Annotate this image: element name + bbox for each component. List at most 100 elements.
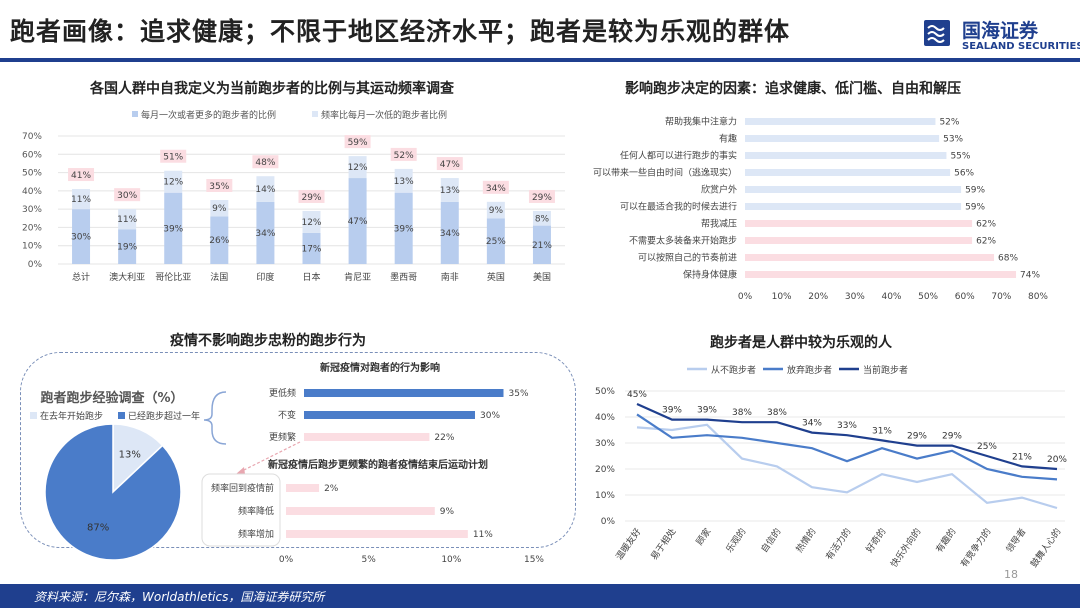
- factor-label: 帮我减压: [701, 218, 737, 230]
- y-tick-label: 70%: [22, 132, 42, 142]
- data-label: 20%: [1047, 455, 1067, 465]
- bar-frequent: [348, 178, 367, 264]
- covid-plan-label: 频率增加: [238, 528, 274, 540]
- total-label: 48%: [255, 158, 275, 168]
- data-label: 39%: [662, 406, 682, 416]
- covid-plan-x-tick: 0%: [279, 555, 294, 565]
- y-tick-label: 20%: [595, 465, 615, 475]
- data-label: 39%: [697, 406, 717, 416]
- total-label: 30%: [117, 191, 137, 201]
- x-tick-label: 有活力的: [823, 526, 853, 562]
- x-tick-label: 澳大利亚: [109, 271, 145, 283]
- x-tick-label: 哥伦比亚: [155, 271, 191, 283]
- bar-frequent: [256, 201, 275, 264]
- factor-bar: [745, 237, 973, 244]
- total-label-bg: [68, 168, 95, 182]
- bar-frequent: [532, 225, 551, 264]
- covid-plan-title: 新冠疫情后跑步更频繁的跑者疫情结束后运动计划: [268, 458, 488, 471]
- x-tick-label: 法国: [210, 271, 228, 283]
- factor-value: 55%: [950, 152, 970, 162]
- covid-plan-value: 11%: [473, 530, 493, 540]
- x-tick-label: 墨西哥: [390, 272, 417, 283]
- data-label: 25%: [977, 442, 997, 452]
- data-label-infrequent: 9%: [489, 206, 504, 216]
- series-line-0: [636, 423, 1058, 510]
- y-tick-label: 0%: [601, 517, 616, 527]
- y-tick-label: 10%: [595, 491, 615, 501]
- data-label-infrequent: 11%: [71, 195, 91, 205]
- pie-legend-label-0: 在去年开始跑步: [40, 410, 103, 422]
- data-label-infrequent: 12%: [163, 178, 183, 188]
- x-tick-label: 20%: [808, 292, 828, 302]
- factor-value: 52%: [939, 118, 959, 128]
- x-tick-label: 10%: [772, 292, 792, 302]
- y-tick-label: 40%: [22, 187, 42, 197]
- footer-bar: 资料来源：尼尔森，Worldathletics，国海证券研究所: [0, 584, 1080, 608]
- covid-plan-x-tick: 10%: [441, 555, 461, 565]
- x-tick-label: 好奇的: [863, 526, 888, 555]
- data-label-frequent: 39%: [163, 224, 183, 234]
- covid-section-title: 疫情不影响跑步忠粉的跑步行为: [170, 333, 366, 349]
- pie-slice: [44, 423, 182, 561]
- total-label: 29%: [532, 193, 552, 203]
- data-label-infrequent: 14%: [255, 185, 275, 195]
- bar-infrequent: [440, 178, 459, 202]
- total-label-bg: [344, 135, 371, 149]
- x-tick-label: 领导者: [1003, 526, 1028, 555]
- legend-label-1: 频率比每月一次低的跑步者比例: [321, 109, 447, 121]
- covid-plan-label: 频率回到疫情前: [211, 482, 274, 494]
- y-tick-label: 30%: [595, 439, 615, 449]
- bar-frequent: [72, 209, 91, 264]
- covid-plan-label: 频率降低: [238, 505, 274, 517]
- covid-plan-value: 2%: [324, 484, 339, 494]
- factor-label: 可以按照自己的节奏前进: [638, 252, 737, 264]
- data-label: 29%: [907, 432, 927, 442]
- total-label-bg: [206, 179, 233, 192]
- data-label: 33%: [837, 421, 857, 431]
- total-label: 34%: [486, 184, 506, 194]
- x-tick-label: 60%: [955, 292, 975, 302]
- x-tick-label: 易于相处: [648, 526, 678, 562]
- factor-label: 有趣: [719, 133, 737, 145]
- legend-label-0: 从不跑步者: [711, 364, 756, 376]
- factor-bar: [745, 203, 962, 210]
- data-label: 45%: [627, 390, 647, 400]
- bar-infrequent: [532, 210, 551, 226]
- covid-impact-title: 新冠疫情对跑者的行为影响: [320, 361, 440, 374]
- pie-slice: [112, 423, 164, 494]
- total-label-bg: [390, 147, 417, 161]
- x-tick-label: 30%: [845, 292, 865, 302]
- covid-impact-value: 35%: [509, 389, 529, 399]
- footer-source: 资料来源：尼尔森，Worldathletics，国海证券研究所: [34, 590, 325, 604]
- covid-plan-x-tick: 15%: [524, 555, 544, 565]
- logo-text-en: SEALAND SECURITIES: [962, 41, 1080, 52]
- bar-infrequent: [348, 156, 367, 179]
- legend-label-0: 每月一次或者更多的跑步者的比例: [141, 109, 276, 121]
- page-title: 跑者画像：追求健康；不限于地区经济水平；跑者是较为乐观的群体: [10, 17, 791, 46]
- total-label-bg: [160, 149, 187, 163]
- header-rule: [0, 58, 1080, 62]
- x-tick-label: 美国: [533, 271, 551, 283]
- x-tick-label: 总计: [72, 271, 90, 283]
- data-label: 31%: [872, 426, 892, 436]
- factor-label: 不需要太多装备来开始跑步: [629, 235, 737, 247]
- total-label-bg: [298, 189, 325, 203]
- total-label: 41%: [71, 171, 91, 181]
- chart-optimism: 从不跑步者 放弃跑步者 当前跑步者 0% 10% 20% 30% 40% 50% 45% 39% 39…: [585, 355, 1080, 580]
- x-tick-label: 有竞争力的: [958, 526, 994, 570]
- factor-label: 帮助我集中注意力: [665, 116, 737, 128]
- x-tick-label: 80%: [1028, 292, 1048, 302]
- bar-infrequent: [118, 209, 137, 230]
- logo-text-cn: 国海证券: [962, 20, 1039, 42]
- bar-frequent: [210, 216, 229, 264]
- factor-label: 任何人都可以进行跑步的事实: [620, 150, 737, 162]
- total-label: 29%: [301, 193, 321, 203]
- chart-country-runners: 每月一次或者更多的跑步者的比例 频率比每月一次低的跑步者比例 0% 10% 20% 30%…: [0, 100, 580, 300]
- data-label-infrequent: 11%: [117, 215, 137, 225]
- bracket-connector: [203, 391, 227, 445]
- total-label-bg: [114, 188, 141, 202]
- total-label-bg: [482, 180, 509, 194]
- x-tick-label: 乐观的: [723, 526, 748, 555]
- covid-plan-bar: [286, 507, 435, 515]
- arrow-connector: [239, 441, 301, 473]
